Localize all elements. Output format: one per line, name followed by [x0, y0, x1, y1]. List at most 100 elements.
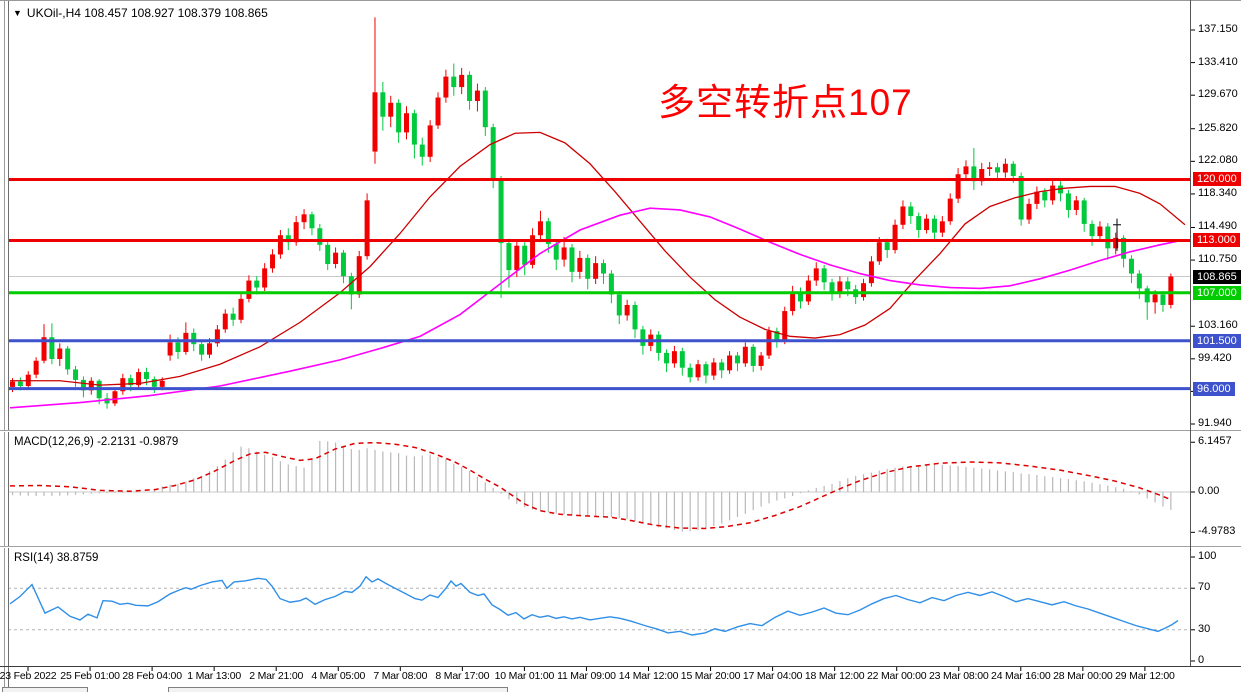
candle-up	[427, 125, 433, 157]
time-axis[interactable]: 23 Feb 2022 25 Feb 01:00 28 Feb 04:00 1 Mar…	[0, 667, 1241, 686]
candle-down	[632, 304, 638, 330]
candle-up	[136, 372, 142, 386]
candle-up	[837, 281, 843, 294]
candle-up	[577, 257, 583, 272]
price-axis-label: 99.420	[1198, 351, 1232, 364]
candle-up	[372, 92, 378, 152]
price-axis-label: 91.940	[1198, 417, 1232, 429]
price-axis-label: 133.410	[1198, 55, 1238, 68]
candle-down	[608, 273, 614, 295]
candle-down	[317, 228, 323, 245]
candle-up	[758, 355, 764, 366]
time-axis-label: 24 Mar 16:00	[991, 670, 1051, 682]
candle-down	[585, 257, 591, 279]
candle-down	[482, 90, 488, 128]
candle-down	[774, 331, 780, 341]
candle-down	[498, 180, 504, 244]
candle-down	[1042, 191, 1048, 201]
candle-down	[380, 92, 386, 117]
candle-up	[947, 198, 953, 222]
candle-down	[971, 166, 977, 182]
candle-down	[490, 127, 496, 181]
candle-up	[277, 235, 283, 255]
price-axis[interactable]: 137.150 133.410 129.670 125.820 122.080 118.3…	[1190, 0, 1241, 666]
candle-down	[128, 378, 134, 386]
candle-down	[340, 252, 346, 277]
candle-down	[664, 352, 670, 364]
window-left-border-inner	[8, 0, 9, 692]
candle-up	[711, 362, 717, 376]
candle-up	[112, 391, 118, 404]
candle-down	[821, 268, 827, 283]
price-badge-120.000: 120.000	[1193, 172, 1241, 187]
candle-down	[506, 243, 512, 271]
candle-down	[348, 276, 354, 295]
candle-down	[199, 344, 205, 355]
price-axis-label: 114.490	[1198, 220, 1237, 233]
candle-up	[183, 332, 189, 353]
symbol-title: ▼ UKOil-,H4 108.457 108.927 108.379 108.8…	[13, 6, 268, 20]
rsi-axis-label: 70	[1198, 581, 1211, 594]
candle-up	[159, 380, 165, 387]
candle-up	[10, 381, 15, 387]
candle-up	[214, 329, 220, 344]
candle-down	[1144, 288, 1150, 303]
price-axis-label: 129.670	[1198, 88, 1238, 101]
candle-down	[73, 369, 79, 380]
candle-up	[459, 74, 465, 88]
candle-up	[57, 348, 63, 359]
candle-down	[545, 221, 551, 244]
candle-up	[861, 283, 867, 298]
candle-up	[924, 218, 930, 231]
candle-up	[868, 261, 874, 284]
candle-down	[687, 367, 693, 378]
rsi-axis-label: 30	[1198, 622, 1211, 635]
candle-up	[404, 113, 409, 133]
candle-down	[151, 379, 157, 387]
chart-text-annotation[interactable]: 多空转折点107	[658, 82, 913, 123]
candle-up	[671, 351, 677, 364]
candle-down	[80, 379, 86, 391]
candle-up	[388, 102, 394, 117]
candle-down	[553, 243, 559, 260]
price-axis-label: 122.080	[1198, 154, 1238, 167]
price-axis-label: 137.150	[1198, 23, 1238, 35]
time-axis-label: 29 Mar 12:00	[1115, 670, 1175, 682]
rsi-line	[9, 575, 1179, 636]
candle-down	[1081, 200, 1087, 224]
candle-up	[333, 252, 339, 264]
rsi-pane-separator[interactable]	[0, 546, 1241, 547]
candle-up	[1050, 185, 1056, 201]
candle-down	[640, 329, 646, 346]
candle-down	[451, 76, 457, 88]
candle-up	[537, 221, 543, 236]
price-axis-label: 118.340	[1198, 186, 1237, 199]
candle-down	[411, 113, 417, 145]
candle-up	[530, 235, 536, 265]
candle-up	[1073, 200, 1079, 210]
candle-down	[656, 334, 662, 353]
candle-down	[601, 263, 606, 274]
candle-down	[829, 282, 835, 294]
candle-up	[561, 247, 567, 260]
candle-down	[17, 381, 23, 387]
candle-up	[742, 346, 748, 364]
candle-up	[900, 206, 906, 225]
candle-up	[262, 268, 268, 288]
symbol-dropdown-icon[interactable]: ▼	[13, 8, 22, 18]
time-axis-label: 11 Mar 09:00	[557, 670, 616, 682]
macd-pane-separator[interactable]	[0, 430, 1241, 431]
candle-up	[1152, 294, 1158, 303]
candle-down	[191, 332, 197, 345]
candle-down	[104, 398, 110, 404]
price-badge-108.865: 108.865	[1193, 269, 1241, 284]
candle-up	[33, 360, 39, 375]
candle-down	[679, 351, 685, 368]
candle-down	[884, 242, 890, 251]
candle-down	[1121, 237, 1127, 259]
macd-indicator-label: MACD(12,26,9) -2.2131 -0.9879	[14, 436, 179, 448]
time-axis-label: 18 Mar 12:00	[804, 670, 865, 682]
candle-down	[419, 144, 425, 157]
candle-down	[1105, 226, 1111, 249]
